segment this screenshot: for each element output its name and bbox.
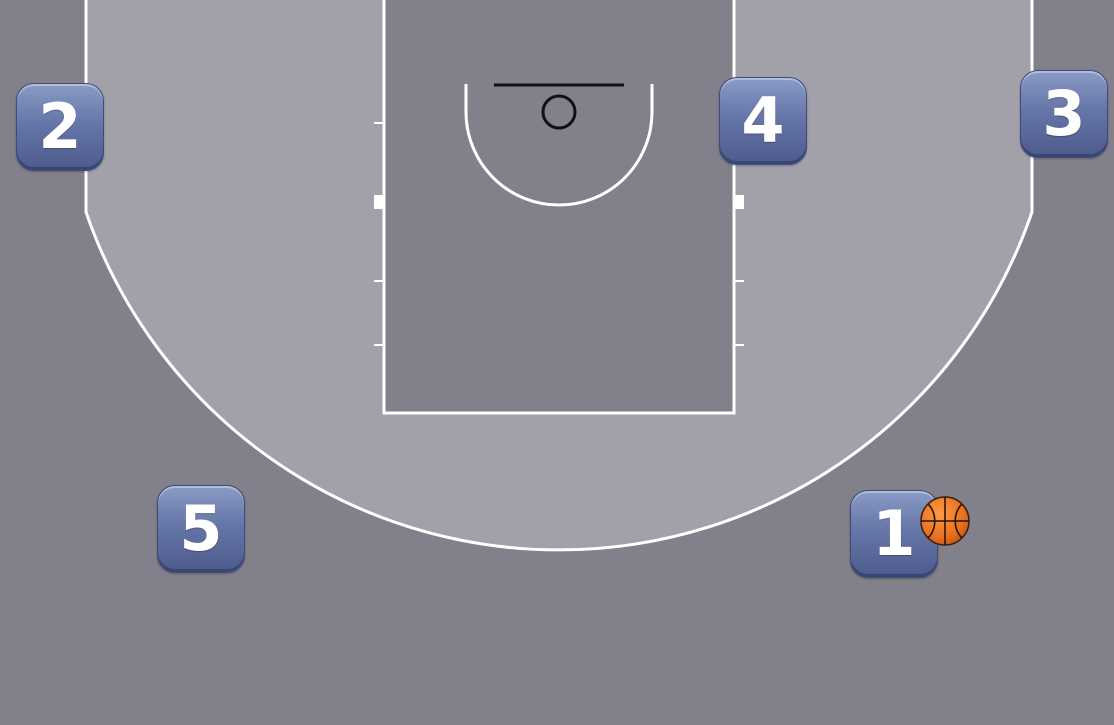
player-5-number: 5: [179, 492, 223, 565]
three-point-line: [84, 0, 1034, 552]
restricted-area-arc: [464, 84, 654, 207]
player-3-number: 3: [1042, 77, 1086, 150]
player-5-marker[interactable]: 5: [157, 485, 245, 573]
player-2-marker[interactable]: 2: [16, 83, 104, 171]
lane-blocks: [374, 195, 744, 209]
player-4-marker[interactable]: 4: [719, 77, 807, 165]
player-2-number: 2: [38, 90, 82, 163]
player-1-marker[interactable]: 1: [850, 490, 938, 578]
player-4-number: 4: [741, 84, 785, 157]
player-1-number: 1: [872, 497, 916, 570]
rim: [541, 94, 577, 130]
basketball-icon[interactable]: [919, 495, 971, 547]
player-3-marker[interactable]: 3: [1020, 70, 1108, 158]
